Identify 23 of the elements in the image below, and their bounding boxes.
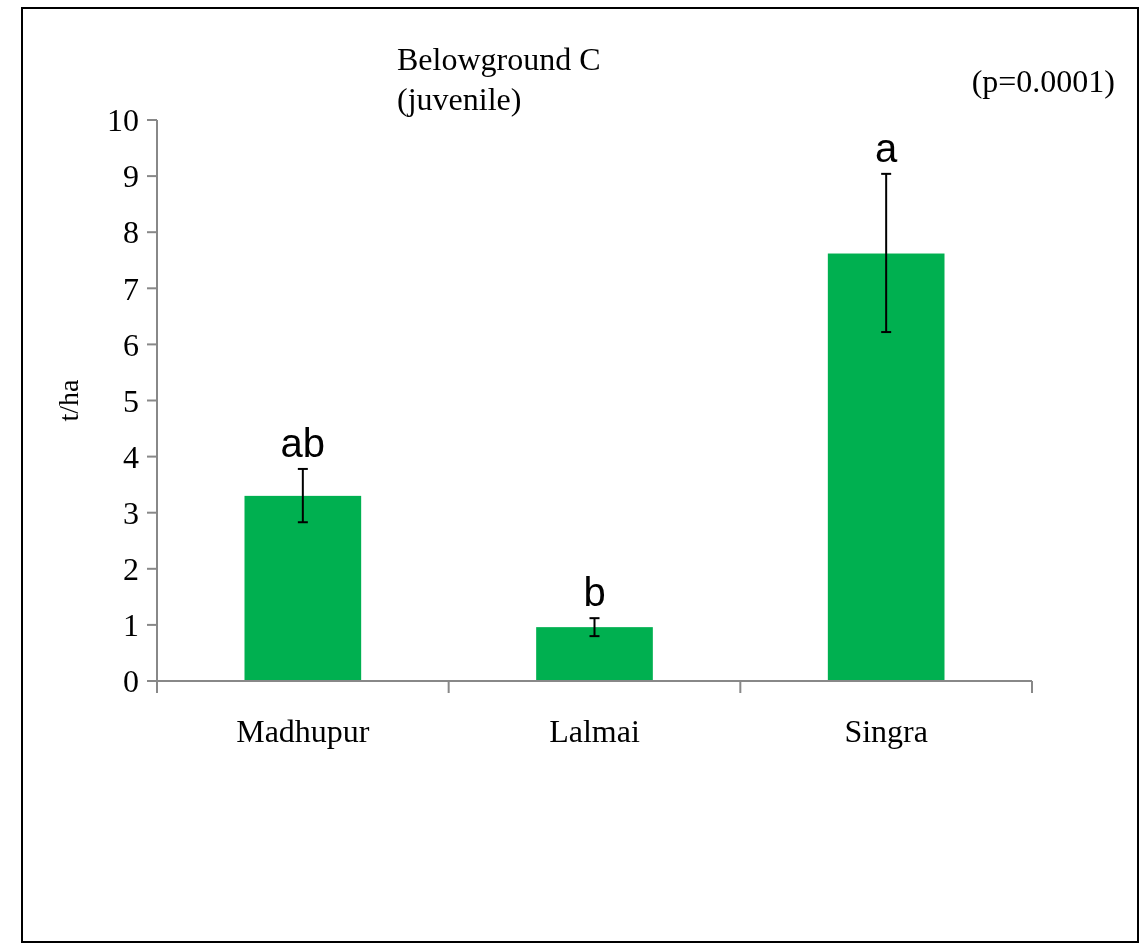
y-tick-label: 2 — [123, 551, 139, 587]
y-tick-label: 10 — [107, 102, 139, 139]
bar — [536, 627, 653, 681]
y-tick-label: 7 — [123, 270, 139, 307]
y-tick-label: 3 — [123, 494, 139, 531]
text: (p=0.0001) — [971, 63, 1115, 99]
x-tick-label: Lalmai — [549, 713, 640, 749]
y-tick-label: 5 — [123, 382, 139, 419]
annotation: b — [583, 570, 606, 615]
y-tick-label: 9 — [123, 158, 139, 195]
bar — [244, 495, 362, 681]
y-tick-label: 0 — [123, 663, 139, 700]
x-tick-label: Madhupur — [236, 713, 370, 749]
chart-title: Belowground C (juvenile) — [397, 41, 601, 117]
annotation: a — [875, 125, 899, 170]
y-tick-label: 1 — [123, 607, 139, 644]
y-tick-label: 8 — [123, 214, 139, 251]
bar — [827, 253, 945, 681]
y-axis-title: t/ha — [53, 378, 84, 422]
x-tick-label: Singra — [844, 713, 928, 749]
y-tick-label: 4 — [123, 438, 139, 475]
y-tick-label: 6 — [123, 326, 139, 363]
annotation: ab — [280, 420, 326, 465]
